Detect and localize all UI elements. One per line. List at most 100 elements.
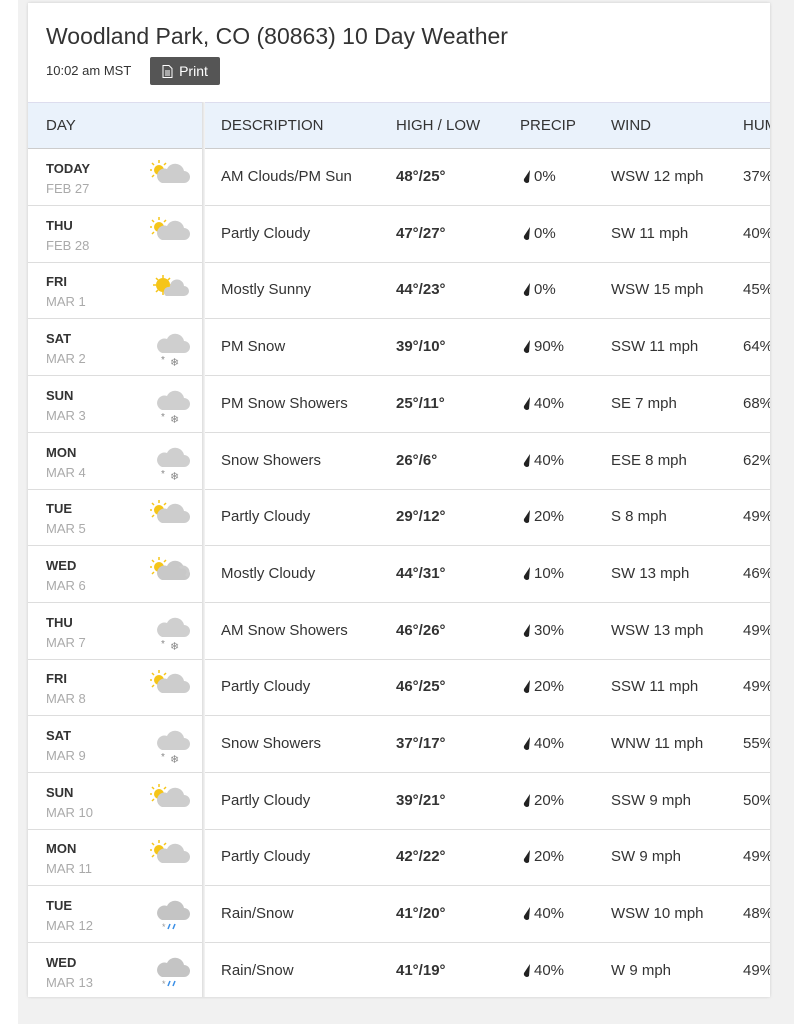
high-low: 37°/17°	[396, 735, 446, 752]
weather-icon	[153, 275, 189, 297]
svg-text:*: *	[161, 752, 165, 763]
print-label[interactable]: Print	[179, 63, 208, 79]
wind: WSW 13 mph	[611, 621, 704, 639]
weather-icon: * ❄	[157, 333, 190, 369]
column-header: DESCRIPTION	[221, 117, 324, 134]
humidity: 49%	[743, 621, 770, 639]
precip: 0%	[534, 224, 556, 242]
day-name: WED	[46, 954, 77, 970]
forecast-row: FRI MAR 8 Partly Cloudy 46°/25° 20% SSW 11 mp…	[28, 659, 770, 717]
weather-icon	[150, 670, 190, 694]
precip-icon	[523, 396, 530, 410]
precip: 40%	[534, 394, 565, 412]
precip-icon	[523, 226, 530, 240]
day-name: TUE	[46, 501, 72, 517]
forecast-row: SUN MAR 10 Partly Cloudy 39°/21° 20% SSW 9 mp…	[28, 773, 770, 830]
humidity: 50%	[743, 791, 770, 809]
wind: SSW 11 mph	[611, 338, 699, 356]
description: Partly Cloudy	[221, 678, 311, 696]
forecast-row: TODAY FEB 27 AM Clouds/PM Sun 48°/25° 0% WSW …	[28, 149, 770, 206]
humidity: 46%	[743, 564, 770, 582]
day-name: THU	[46, 614, 73, 630]
column-divider	[202, 102, 205, 997]
forecast-row: THU MAR 7 * ❄ AM Snow Showers 46°/26° 30% WSW 1…	[28, 603, 770, 660]
svg-text:*: *	[161, 412, 165, 423]
precip: 30%	[534, 621, 565, 639]
precip-icon	[523, 283, 530, 297]
day-date: MAR 5	[46, 521, 86, 537]
column-header: HIGH / LOW	[396, 117, 481, 134]
weather-icon	[150, 160, 190, 183]
day-name: SUN	[46, 387, 74, 403]
day-date: MAR 8	[46, 691, 86, 707]
day-date: FEB 28	[46, 237, 90, 253]
wind: WNW 11 mph	[611, 735, 704, 752]
high-low: 47°/27°	[396, 224, 446, 242]
high-low: 39°/10°	[396, 338, 446, 356]
wind: SW 13 mph	[611, 564, 690, 582]
precip: 20%	[534, 508, 565, 526]
day-name: MON	[46, 841, 77, 857]
humidity: 49%	[743, 508, 770, 526]
weather-icon	[150, 500, 190, 524]
day-name: THU	[46, 217, 73, 233]
wind: SSW 9 mph	[611, 791, 692, 809]
day-date: MAR 12	[46, 918, 93, 934]
wind: SW 9 mph	[611, 848, 682, 866]
high-low: 48°/25°	[396, 168, 446, 185]
day-date: MAR 13	[46, 974, 93, 990]
print-button[interactable]: Print	[150, 57, 220, 85]
precip-icon	[523, 623, 530, 637]
forecast-row: SAT MAR 9 * ❄ Snow Showers 37°/17° 40% WNW 11 m…	[28, 716, 770, 773]
day-name: FRI	[46, 274, 67, 290]
precip: 0%	[534, 281, 556, 299]
humidity: 64%	[743, 338, 770, 356]
description: Partly Cloudy	[221, 848, 311, 866]
weather-icon	[150, 556, 190, 580]
description: Rain/Snow	[221, 905, 294, 923]
precip-icon	[523, 907, 530, 920]
precip-icon	[523, 170, 530, 183]
high-low: 41°/20°	[396, 905, 446, 923]
humidity: 49%	[743, 961, 770, 979]
day-date: MAR 4	[46, 464, 86, 480]
svg-text:*: *	[161, 355, 165, 366]
humidity: 45%	[743, 281, 770, 299]
precip: 40%	[534, 451, 565, 469]
forecast-row: MON MAR 4 * ❄ Snow Showers 26°/6° 40% ESE 8 mph…	[28, 433, 770, 490]
day-name: TUE	[46, 898, 72, 914]
day-name: FRI	[46, 671, 67, 687]
column-header: HUMIDITY	[743, 117, 770, 134]
high-low: 26°/6°	[396, 451, 438, 469]
precip-icon	[523, 566, 530, 580]
precip: 0%	[534, 168, 556, 185]
precip: 40%	[534, 961, 565, 979]
description: AM Clouds/PM Sun	[221, 168, 352, 185]
wind: SW 11 mph	[611, 224, 689, 242]
precip-icon	[523, 793, 530, 807]
update-time: 10:02 am MST	[46, 63, 132, 78]
precip-icon	[523, 453, 530, 467]
weather-icon: *	[157, 900, 190, 932]
day-name: SAT	[46, 728, 72, 743]
precip: 20%	[534, 848, 565, 866]
day-name: TODAY	[46, 161, 91, 176]
day-date: MAR 6	[46, 577, 86, 593]
forecast-row: TUE MAR 12 * Rain/Snow 41°/20° 40% WSW 10 mph 4…	[28, 886, 770, 944]
weather-icon: * ❄	[157, 447, 190, 483]
humidity: 40%	[743, 224, 770, 242]
day-date: MAR 7	[46, 634, 86, 650]
precip-icon	[523, 510, 530, 524]
wind: WSW 15 mph	[611, 281, 704, 299]
day-date: MAR 2	[46, 351, 86, 367]
precip: 90%	[534, 338, 565, 356]
svg-text:❄: ❄	[170, 357, 179, 369]
page-title: Woodland Park, CO (80863) 10 Day Weather	[46, 23, 508, 49]
day-name: MON	[46, 444, 77, 460]
wind: SSW 11 mph	[611, 678, 699, 696]
high-low: 39°/21°	[396, 791, 446, 809]
wind: WSW 10 mph	[611, 905, 704, 923]
humidity: 55%	[743, 735, 770, 752]
